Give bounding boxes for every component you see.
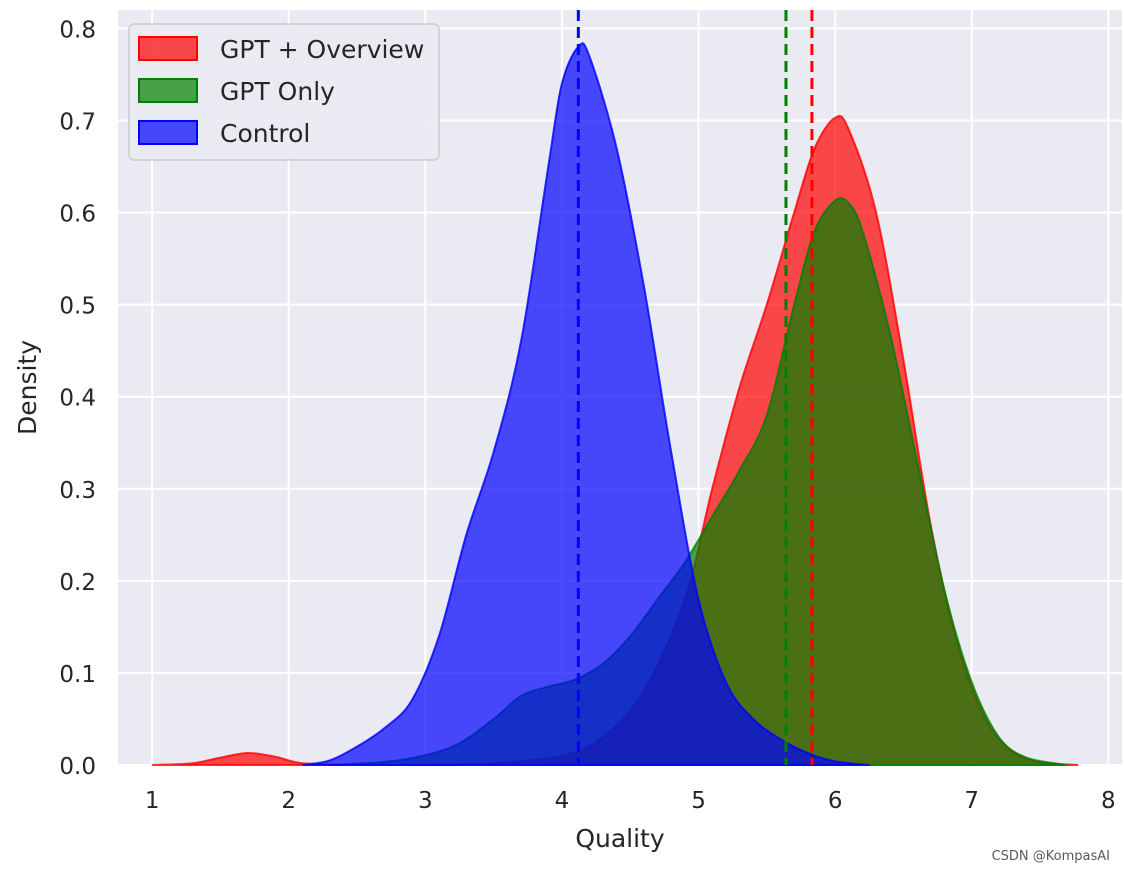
y-tick-label: 0.6 [59,202,96,228]
x-axis-label: Quality [575,824,665,853]
y-tick-label: 0.8 [59,17,96,43]
density-areas [152,42,1079,767]
mean-lines [576,10,814,765]
y-tick-label: 0.5 [59,294,96,320]
y-axis-label: Density [13,340,42,435]
y-tick-label: 0.1 [59,662,96,688]
x-tick-label: 2 [281,788,296,814]
legend-swatch-0 [138,36,198,61]
y-tick-label: 0.7 [59,109,96,135]
legend-swatch-1 [138,78,198,103]
legend-box [128,23,440,161]
x-tick-label: 6 [828,788,843,814]
x-tick-label: 5 [691,788,706,814]
x-tick-label: 3 [418,788,433,814]
legend-label-0: GPT + Overview [220,35,424,64]
x-tick-label: 7 [964,788,979,814]
x-tick-label: 4 [555,788,570,814]
y-tick-label: 0.3 [59,478,96,504]
legend-label-1: GPT Only [220,77,335,106]
legend-label-2: Control [220,119,310,148]
y-axis-ticks: 0.0 0.1 0.2 0.3 0.4 0.5 0.6 0.7 0.8 [59,17,96,780]
y-tick-label: 0.4 [59,386,96,412]
x-tick-label: 1 [145,788,160,814]
y-tick-label: 0.0 [59,754,96,780]
watermark: CSDN @KompasAI [992,849,1110,864]
legend-swatch-2 [138,120,198,145]
legend: GPT + Overview GPT Only Control [128,23,440,161]
x-tick-label: 8 [1101,788,1116,814]
y-tick-label: 0.2 [59,570,96,596]
x-axis-ticks: 1 2 3 4 5 6 7 8 [145,788,1116,814]
